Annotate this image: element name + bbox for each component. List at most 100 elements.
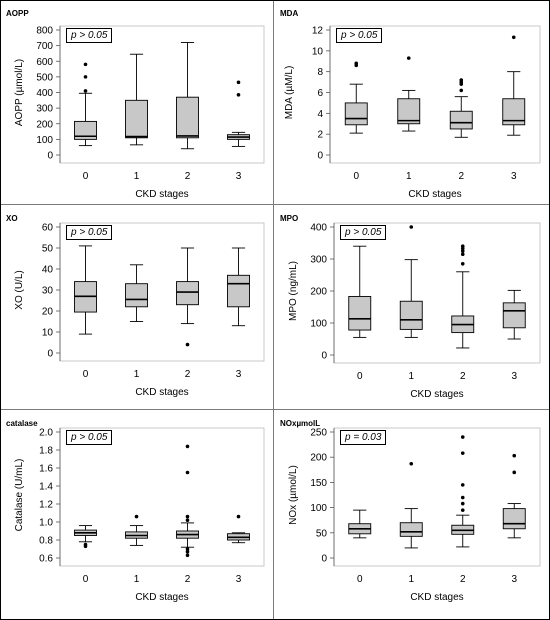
x-tick-label: 0 <box>357 371 363 382</box>
outlier-point <box>459 78 464 82</box>
panel-xo: XO 0 10 20 30 40 50 60 XO (U/L) 0 1 2 3 CKD stages p >… <box>0 205 274 410</box>
y-tick-label: 30 <box>42 286 54 297</box>
y-tick-label: 1.6 <box>39 464 53 475</box>
x-tick-label: 3 <box>511 371 517 382</box>
y-tick-label: 6 <box>317 88 323 99</box>
box-stage-3 <box>227 247 250 327</box>
iqr-box <box>502 508 526 530</box>
p-value-annotation: p > 0.05 <box>336 28 383 43</box>
chart-title: NOxµmolL <box>280 419 321 428</box>
p-value-annotation: p > 0.05 <box>66 225 113 240</box>
y-axis-label: MPO (ng/mL) <box>288 261 299 321</box>
y-tick-label: 100 <box>36 135 53 146</box>
y-tick-label: 500 <box>36 72 53 83</box>
y-tick-label: 1.4 <box>39 482 53 493</box>
y-axis-label: AOPP (µmol/L) <box>14 59 25 126</box>
panel-nox-moll: NOxµmolL 0 50 100 150 200 250 NOx (µmol/L) 0 1 2 3 C… <box>274 410 550 620</box>
panel-catalase: catalase 0.6 0.8 1.0 1.2 1.4 1.6 1.8 2.0 Catalase… <box>0 410 274 620</box>
box-stage-1 <box>399 225 423 338</box>
x-tick-label: 1 <box>406 171 412 182</box>
plot-area <box>329 25 541 164</box>
box-stage-3 <box>227 80 250 147</box>
y-tick-label: 1.0 <box>39 518 53 529</box>
y-tick-label: 200 <box>310 453 327 464</box>
box-stage-0 <box>344 61 368 134</box>
x-axis-label: CKD stages <box>135 387 188 398</box>
box-stage-2 <box>176 42 199 150</box>
box-stage-3 <box>502 289 526 340</box>
outlier-point <box>406 56 411 60</box>
box-stage-1 <box>397 56 421 132</box>
y-axis-label: XO (U/L) <box>14 270 25 309</box>
box-stage-3 <box>502 35 526 136</box>
x-tick-label: 2 <box>185 574 191 585</box>
x-tick-label: 3 <box>236 369 242 380</box>
panel-mpo: MPO 0 100 200 300 400 MPO (ng/mL) 0 1 2 3 CKD stage… <box>274 205 550 410</box>
outlier-point <box>185 444 190 449</box>
iqr-box <box>449 110 473 130</box>
x-tick-label: 1 <box>134 171 140 182</box>
outlier-point <box>460 435 465 439</box>
outlier-point <box>134 514 139 519</box>
p-value-annotation: p > 0.05 <box>340 225 387 240</box>
x-tick-label: 2 <box>458 171 464 182</box>
y-tick-label: 8 <box>317 67 323 78</box>
y-tick-label: 400 <box>310 223 327 234</box>
panel-mda: MDA 0 2 4 6 8 10 12 MDA (µM/L) 0 1 2 3 CKD stages p > … <box>274 0 550 205</box>
outlier-point <box>460 262 465 266</box>
x-tick-label: 3 <box>511 574 517 585</box>
iqr-box <box>502 98 526 126</box>
x-axis-label: CKD stages <box>135 189 188 200</box>
outlier-point <box>185 470 190 475</box>
outlier-point <box>83 542 88 547</box>
x-axis-label: CKD stages <box>135 592 188 603</box>
y-tick-label: 2.0 <box>39 428 53 439</box>
box-stage-2 <box>449 78 473 138</box>
iqr-box <box>176 281 199 306</box>
y-tick-label: 10 <box>312 46 324 57</box>
y-axis-label: NOx (µmol/L) <box>288 465 299 525</box>
x-tick-label: 0 <box>83 171 89 182</box>
y-tick-label: 800 <box>36 26 53 37</box>
outlier-point <box>460 495 465 500</box>
y-tick-label: 50 <box>316 528 328 539</box>
box-stage-0 <box>74 62 97 147</box>
x-tick-label: 1 <box>134 369 140 380</box>
outlier-point <box>185 342 190 347</box>
box-stage-2 <box>176 444 199 558</box>
outlier-point <box>512 453 517 458</box>
y-tick-label: 300 <box>310 255 327 266</box>
y-tick-label: 200 <box>36 119 53 130</box>
outlier-point <box>185 553 190 558</box>
outlier-point <box>236 80 241 85</box>
outlier-point <box>185 514 190 519</box>
y-tick-label: 2 <box>317 130 323 141</box>
y-tick-label: 700 <box>36 41 53 52</box>
y-tick-label: 60 <box>42 223 54 234</box>
x-tick-label: 1 <box>408 574 414 585</box>
x-tick-label: 2 <box>460 574 466 585</box>
y-tick-label: 1.8 <box>39 446 53 457</box>
outlier-point <box>409 461 414 466</box>
outlier-point <box>460 501 465 506</box>
outlier-point <box>83 75 88 79</box>
box-stage-0 <box>74 525 97 549</box>
iqr-box <box>399 300 423 330</box>
plot-area <box>333 427 541 567</box>
chart-svg-aopp: 0 100 200 300 400 500 600 700 800 AOPP (µmol/L) 0 1… <box>14 26 265 200</box>
y-tick-label: 12 <box>312 26 324 37</box>
chart-title: catalase <box>6 419 38 428</box>
chart-svg-xo: 0 10 20 30 40 50 60 XO (U/L) 0 1 2 3 CKD stages <box>14 223 265 398</box>
y-tick-label: 20 <box>42 307 54 318</box>
x-tick-label: 0 <box>83 369 89 380</box>
outlier-point <box>83 89 88 93</box>
x-axis-label: CKD stages <box>410 389 463 400</box>
iqr-box <box>74 120 97 140</box>
x-tick-label: 3 <box>511 171 517 182</box>
p-value-annotation: p = 0.03 <box>340 430 387 445</box>
outlier-point <box>236 93 241 97</box>
outlier-point <box>185 547 190 551</box>
x-axis-label: CKD stages <box>408 189 461 200</box>
box-stage-3 <box>502 453 526 539</box>
y-tick-label: 600 <box>36 57 53 68</box>
